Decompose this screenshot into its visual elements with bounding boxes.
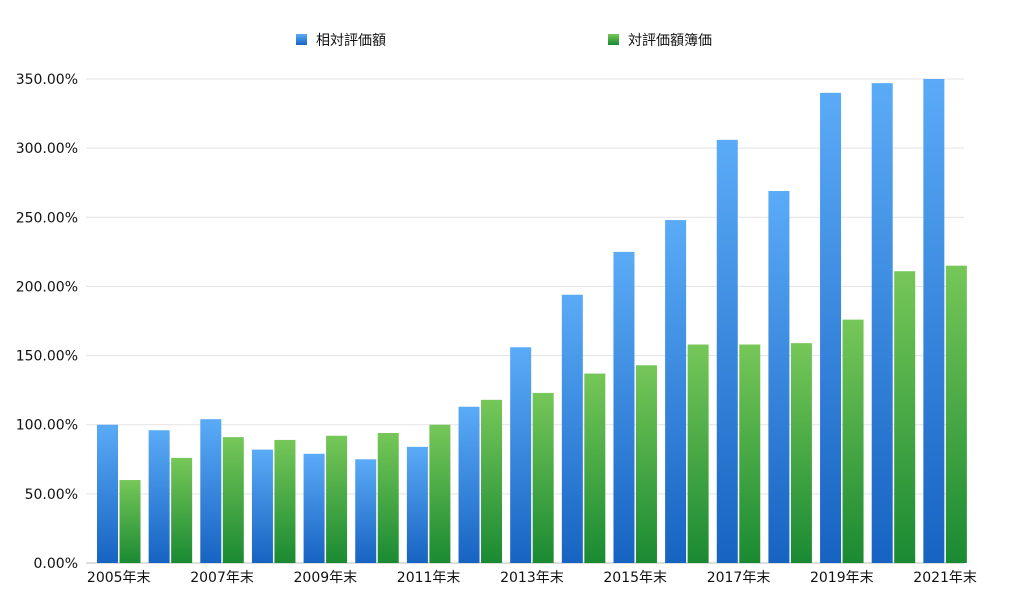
x-tick-label: 2007年末 <box>190 570 254 586</box>
bar-series-1[interactable] <box>871 83 893 564</box>
x-tick-label: 2015年末 <box>603 570 667 586</box>
y-tick-label: 300.00% <box>16 141 78 157</box>
bar-series-2[interactable] <box>171 457 193 563</box>
bar-series-1[interactable] <box>768 191 790 564</box>
bar-series-1[interactable] <box>716 139 738 564</box>
bar-series-2[interactable] <box>739 344 761 563</box>
bar-series-1[interactable] <box>251 449 273 563</box>
bar-series-1[interactable] <box>561 294 583 563</box>
y-tick-label: 50.00% <box>25 487 78 503</box>
bar-series-2[interactable] <box>429 424 451 563</box>
y-axis: 0.00% 50.00% 100.00% 150.00% 200.00% 250.00% 3… <box>16 72 78 572</box>
legend-swatch-series-1 <box>296 34 307 45</box>
x-tick-label: 2017年末 <box>707 570 771 586</box>
bar-series-2[interactable] <box>945 265 967 563</box>
bar-series-2[interactable] <box>584 373 606 563</box>
x-axis: 2005年末 2007年末 2009年末 2011年末 2013年末 2015年末 2017… <box>87 570 977 586</box>
legend-item-series-2[interactable]: 対評価額簿価 <box>608 33 712 49</box>
legend-swatch-series-2 <box>608 34 619 45</box>
bar-series-1[interactable] <box>303 453 325 563</box>
bar-series-1[interactable] <box>200 419 222 563</box>
bar-series-1[interactable] <box>458 406 480 563</box>
x-tick-label: 2005年末 <box>87 570 151 586</box>
bar-series-2[interactable] <box>635 365 657 563</box>
bars <box>97 79 967 564</box>
legend-label-series-2: 対評価額簿価 <box>628 33 712 49</box>
y-tick-label: 350.00% <box>16 72 78 88</box>
x-tick-label: 2011年末 <box>397 570 461 586</box>
bar-series-2[interactable] <box>790 343 812 563</box>
bar-series-1[interactable] <box>820 92 842 563</box>
bar-series-2[interactable] <box>532 392 554 563</box>
y-tick-label: 250.00% <box>16 210 78 226</box>
legend-item-series-1[interactable]: 相対評価額 <box>296 33 386 49</box>
y-tick-label: 200.00% <box>16 279 78 295</box>
bar-series-1[interactable] <box>406 446 428 563</box>
x-tick-label: 2019年末 <box>810 570 874 586</box>
bar-series-2[interactable] <box>481 399 503 563</box>
y-tick-label: 100.00% <box>16 418 78 434</box>
bar-series-1[interactable] <box>665 220 687 563</box>
bar-series-1[interactable] <box>355 459 377 563</box>
bar-series-1[interactable] <box>97 424 118 563</box>
x-tick-label: 2009年末 <box>294 570 358 586</box>
bar-series-1[interactable] <box>923 79 945 563</box>
bar-series-2[interactable] <box>894 271 916 563</box>
bar-series-1[interactable] <box>148 430 170 563</box>
bar-series-2[interactable] <box>222 437 244 563</box>
bar-series-1[interactable] <box>613 251 635 563</box>
bar-series-2[interactable] <box>842 319 864 563</box>
bar-series-2[interactable] <box>687 344 709 563</box>
bar-series-2[interactable] <box>377 433 399 563</box>
bar-series-2[interactable] <box>119 480 141 563</box>
y-tick-label: 150.00% <box>16 349 78 365</box>
legend-label-series-1: 相対評価額 <box>316 33 386 49</box>
y-tick-label: 0.00% <box>34 556 78 572</box>
legend: 相対評価額 対評価額簿価 <box>296 33 712 49</box>
bar-series-1[interactable] <box>510 347 532 563</box>
x-tick-label: 2013年末 <box>500 570 564 586</box>
x-tick-label: 2021年末 <box>913 570 977 586</box>
bar-series-2[interactable] <box>274 439 296 563</box>
bar-series-2[interactable] <box>326 435 348 563</box>
